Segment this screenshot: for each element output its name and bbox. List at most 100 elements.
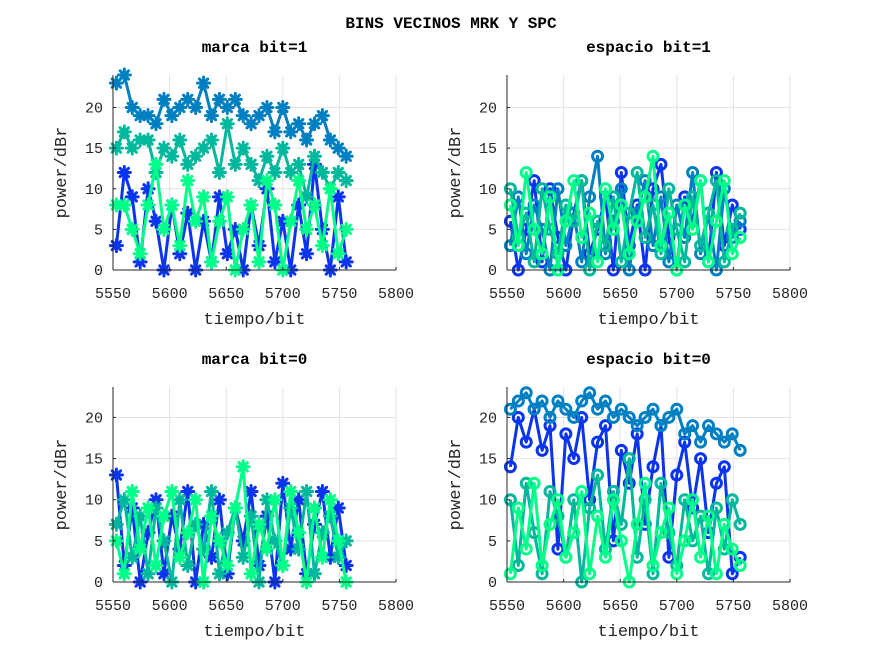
asterisk-stroke xyxy=(300,248,313,260)
data-point xyxy=(725,542,739,556)
data-point xyxy=(591,255,605,269)
data-point xyxy=(164,197,180,213)
data-point xyxy=(598,419,612,433)
x-tick-label: 5650 xyxy=(602,286,638,303)
asterisk-stroke xyxy=(292,158,305,171)
data-point xyxy=(630,166,644,179)
data-point xyxy=(116,492,132,508)
data-point xyxy=(188,213,204,229)
asterisk-stroke xyxy=(237,109,249,122)
data-point xyxy=(267,124,283,140)
plot-area xyxy=(503,386,747,589)
asterisk-stroke xyxy=(213,494,226,506)
asterisk-stroke xyxy=(332,248,344,260)
asterisk-stroke xyxy=(150,494,162,506)
asterisk-stroke xyxy=(300,134,313,146)
data-point xyxy=(180,173,196,189)
data-point xyxy=(156,566,172,582)
asterisk-stroke xyxy=(261,150,273,162)
x-axis-label: tiempo/bit xyxy=(597,623,699,642)
asterisk-stroke xyxy=(324,183,337,195)
asterisk-stroke xyxy=(213,93,226,106)
data-point xyxy=(338,221,354,237)
x-axis-label: tiempo/bit xyxy=(597,311,699,330)
data-point xyxy=(251,516,267,532)
data-point xyxy=(559,402,573,416)
y-axis-label: power/dBr xyxy=(53,127,72,219)
series-s4 xyxy=(108,156,354,278)
data-point xyxy=(583,206,597,220)
asterisk-stroke xyxy=(245,199,257,211)
asterisk-stroke xyxy=(221,559,234,572)
asterisk-stroke xyxy=(134,109,146,122)
data-point xyxy=(156,508,172,524)
data-point xyxy=(299,132,315,148)
data-point xyxy=(275,100,291,115)
data-point xyxy=(646,567,660,581)
data-point xyxy=(527,402,541,416)
data-point xyxy=(662,526,676,540)
asterisk-stroke xyxy=(166,485,178,498)
data-point xyxy=(108,533,124,549)
asterisk-stroke xyxy=(285,215,297,227)
x-tick-label: 5650 xyxy=(208,598,244,615)
subplot-3: 5550 5600 5650 5700 5750 5800 0 5 10 15 20 marca bi… xyxy=(53,351,414,642)
data-point xyxy=(291,116,307,132)
asterisk-stroke xyxy=(221,526,234,539)
asterisk-stroke xyxy=(110,239,123,252)
data-point xyxy=(606,222,620,236)
asterisk-stroke xyxy=(253,518,265,531)
x-tick-label: 5700 xyxy=(659,286,695,303)
data-point xyxy=(322,181,338,197)
data-point xyxy=(338,173,354,189)
asterisk-stroke xyxy=(340,150,352,162)
asterisk-stroke xyxy=(134,256,146,268)
data-point xyxy=(511,410,525,424)
plot-area xyxy=(108,67,354,278)
data-point xyxy=(203,108,219,124)
asterisk-stroke xyxy=(182,93,194,106)
data-point xyxy=(725,247,739,261)
data-point xyxy=(219,246,235,262)
data-point xyxy=(306,500,322,516)
data-point xyxy=(694,174,708,188)
data-point xyxy=(148,558,164,574)
data-point xyxy=(686,419,700,433)
series-s3 xyxy=(108,459,354,590)
data-point xyxy=(251,254,267,270)
asterisk-stroke xyxy=(118,126,131,138)
asterisk-stroke xyxy=(126,223,138,236)
asterisk-stroke xyxy=(316,166,329,179)
x-tick-label: 5550 xyxy=(95,598,131,615)
x-tick-label: 5800 xyxy=(378,598,414,615)
data-point xyxy=(503,402,517,416)
plot-area xyxy=(503,149,747,277)
y-tick-label: 0 xyxy=(488,575,497,592)
data-point xyxy=(709,476,723,490)
data-point xyxy=(567,452,581,466)
data-point xyxy=(694,247,708,261)
data-point xyxy=(717,255,731,269)
data-point xyxy=(709,166,723,179)
asterisk-stroke xyxy=(237,461,249,473)
asterisk-stroke xyxy=(182,485,194,498)
data-point xyxy=(614,534,628,548)
data-point xyxy=(291,525,307,541)
data-point xyxy=(338,254,354,270)
data-point xyxy=(694,452,708,466)
asterisk-stroke xyxy=(308,199,321,211)
data-point xyxy=(709,174,723,188)
data-point xyxy=(559,550,573,564)
data-point xyxy=(535,394,549,408)
data-point xyxy=(701,567,715,581)
data-point xyxy=(614,198,628,212)
data-point xyxy=(694,435,708,449)
asterisk-stroke xyxy=(316,551,329,564)
asterisk-stroke xyxy=(182,559,194,572)
y-tick-label: 15 xyxy=(479,141,497,158)
asterisk-stroke xyxy=(189,494,202,506)
data-point xyxy=(235,221,251,237)
data-point xyxy=(330,189,346,205)
x-axis-label: tiempo/bit xyxy=(203,311,305,330)
data-point xyxy=(622,452,636,466)
